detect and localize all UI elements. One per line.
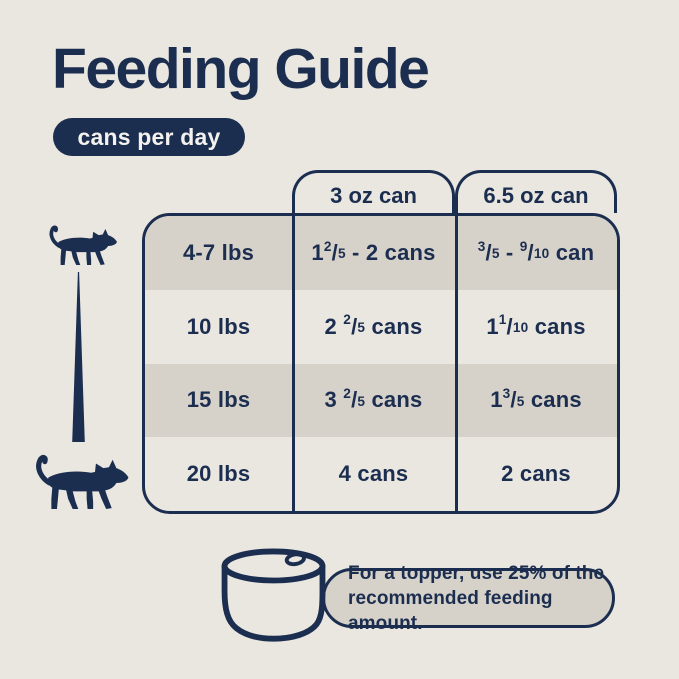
topper-note-pill: For a topper, use 25% of the recommended…	[322, 563, 615, 634]
large-can-amount-cell: 1 3/5 cans	[490, 386, 582, 413]
size-scale-taper-icon	[72, 272, 85, 442]
column-header-3oz: 3 oz can	[292, 170, 455, 213]
small-can-amount-cell: 3 2/5 cans	[324, 386, 423, 413]
small-can-amount-cell: 4 cans	[338, 461, 409, 487]
table-row: 15 lbs 3 2/5 cans 1 3/5 cans	[145, 363, 617, 438]
large-can-amount-cell: 1 1/10 cans	[486, 312, 586, 339]
small-cat-icon	[45, 222, 121, 270]
large-cat-icon	[30, 450, 134, 516]
column-header-3oz-label: 3 oz can	[330, 183, 417, 208]
topper-note-line2: recommended feeding amount.	[348, 587, 553, 634]
page-title: Feeding Guide	[52, 37, 430, 101]
units-badge-label: cans per day	[77, 123, 221, 150]
large-can-amount-cell: 2 cans	[501, 461, 571, 487]
weight-cell: 15 lbs	[186, 387, 251, 413]
small-can-amount-cell: 1 2/5 - 2 cans	[311, 238, 436, 265]
large-can-amount-cell: 3/5 - 9/10 can	[477, 238, 595, 265]
column-header-6-5oz: 6.5 oz can	[455, 170, 617, 213]
small-can-amount-cell: 2 2/5 cans	[324, 312, 423, 339]
units-badge: cans per day	[53, 118, 245, 156]
column-divider	[292, 216, 295, 511]
table-row: 20 lbs 4 cans 2 cans	[145, 437, 617, 511]
food-can-icon	[210, 541, 338, 653]
table-row: 10 lbs 2 2/5 cans 1 1/10 cans	[145, 290, 617, 364]
feeding-table: 4-7 lbs 1 2/5 - 2 cans 3/5 - 9/10 can 10 …	[142, 213, 620, 514]
column-header-6-5oz-label: 6.5 oz can	[483, 183, 589, 208]
weight-cell: 4-7 lbs	[182, 239, 255, 265]
weight-cell: 20 lbs	[186, 461, 251, 487]
topper-note-line1: For a topper, use 25% of the	[348, 562, 605, 584]
column-divider	[455, 216, 458, 511]
weight-cell: 10 lbs	[186, 313, 251, 339]
table-row: 4-7 lbs 1 2/5 - 2 cans 3/5 - 9/10 can	[145, 216, 617, 290]
feeding-table-rows: 4-7 lbs 1 2/5 - 2 cans 3/5 - 9/10 can 10 …	[145, 216, 617, 511]
